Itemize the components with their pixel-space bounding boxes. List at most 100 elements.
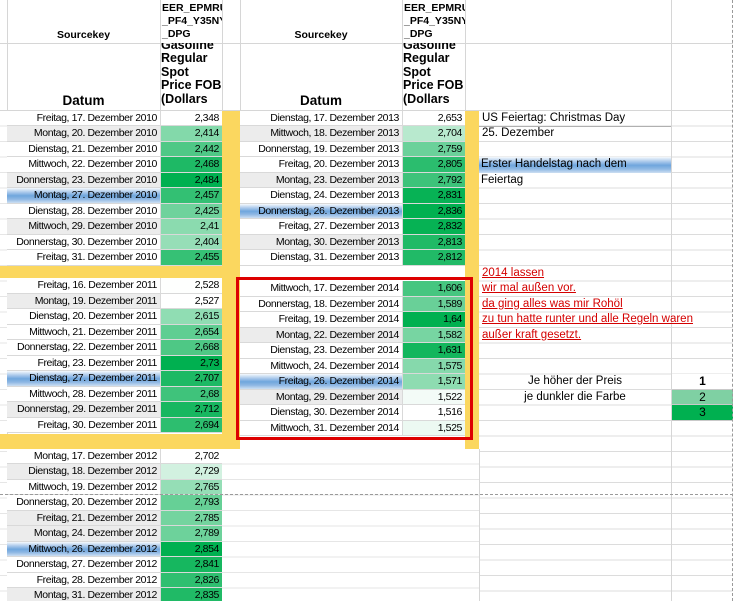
date-cell[interactable]: Montag, 31. Dezember 2012 <box>7 588 160 601</box>
value-cell[interactable]: 2,831 <box>402 188 465 203</box>
header-datum-middle[interactable]: Datum <box>299 93 342 108</box>
date-cell[interactable]: Donnerstag, 27. Dezember 2012 <box>7 557 160 572</box>
value-cell[interactable]: 2,468 <box>160 157 222 172</box>
date-cell[interactable]: Freitag, 21. Dezember 2012 <box>7 510 160 525</box>
value-cell[interactable]: 2,654 <box>160 324 222 339</box>
date-cell[interactable]: Mittwoch, 28. Dezember 2011 <box>7 386 160 401</box>
date-cell[interactable]: Montag, 20. Dezember 2010 <box>7 126 160 141</box>
header-series-code-left[interactable]: EER_EPMRU _PF4_Y35NY _DPG <box>162 2 222 40</box>
red-note-line-4[interactable]: zu tun hatte runter und alle Regeln ware… <box>482 313 693 325</box>
legend-swatch-2[interactable]: 2 <box>672 389 733 405</box>
date-cell[interactable]: Freitag, 20. Dezember 2013 <box>240 157 402 172</box>
date-cell[interactable]: Freitag, 23. Dezember 2011 <box>7 355 160 370</box>
date-cell[interactable]: Mittwoch, 17. Dezember 2014 <box>240 281 402 296</box>
value-cell[interactable]: 2,73 <box>160 355 222 370</box>
header-sourcekey-middle[interactable]: Sourcekey <box>294 29 348 41</box>
date-cell[interactable]: Dienstag, 21. Dezember 2010 <box>7 141 160 156</box>
value-cell[interactable]: 2,854 <box>160 541 222 556</box>
date-cell[interactable]: Dienstag, 20. Dezember 2011 <box>7 309 160 324</box>
legend-swatch-3[interactable]: 3 <box>672 405 733 421</box>
value-cell[interactable]: 2,425 <box>160 203 222 218</box>
value-cell[interactable]: 1,606 <box>402 281 465 296</box>
value-cell[interactable]: 2,712 <box>160 402 222 417</box>
date-cell[interactable]: Mittwoch, 22. Dezember 2010 <box>7 157 160 172</box>
date-cell[interactable]: Donnerstag, 22. Dezember 2011 <box>7 340 160 355</box>
value-cell[interactable]: 1,64 <box>402 312 465 327</box>
header-sourcekey-left[interactable]: Sourcekey <box>56 29 111 41</box>
first-trading-day-banner[interactable]: Erster Handelstag nach dem Feiertag <box>479 157 671 186</box>
value-cell[interactable]: 2,792 <box>402 172 465 187</box>
value-cell[interactable]: 2,836 <box>402 203 465 218</box>
date-cell[interactable]: Donnerstag, 29. Dezember 2011 <box>7 402 160 417</box>
date-cell[interactable]: Dienstag, 28. Dezember 2010 <box>7 203 160 218</box>
date-cell[interactable]: Mittwoch, 21. Dezember 2011 <box>7 324 160 339</box>
value-cell[interactable]: 2,348 <box>160 110 222 125</box>
red-note-line-5[interactable]: außer kraft gesetzt. <box>482 328 582 341</box>
value-cell[interactable]: 2,812 <box>402 250 465 265</box>
value-cell[interactable]: 2,653 <box>402 110 465 125</box>
legend-swatch-1[interactable]: 1 <box>672 374 733 390</box>
value-cell[interactable]: 2,759 <box>402 141 465 156</box>
value-cell[interactable]: 2,702 <box>160 448 222 463</box>
date-cell[interactable]: Freitag, 28. Dezember 2012 <box>7 572 160 587</box>
value-cell[interactable]: 2,785 <box>160 510 222 525</box>
value-cell[interactable]: 2,765 <box>160 479 222 494</box>
value-cell[interactable]: 2,615 <box>160 309 222 324</box>
value-cell[interactable]: 2,826 <box>160 572 222 587</box>
value-cell[interactable]: 2,457 <box>160 188 222 203</box>
value-cell[interactable]: 2,835 <box>160 588 222 601</box>
value-cell[interactable]: 2,414 <box>160 126 222 141</box>
value-cell[interactable]: 1,575 <box>402 358 465 373</box>
value-cell[interactable]: 2,694 <box>160 417 222 432</box>
header-series-code-middle[interactable]: EER_EPMRU _PF4_Y35NY _DPG <box>404 2 465 40</box>
holiday-title[interactable]: US Feiertag: Christmas Day <box>482 111 626 124</box>
value-cell[interactable]: 2,68 <box>160 386 222 401</box>
date-cell[interactable]: Dienstag, 24. Dezember 2013 <box>240 188 402 203</box>
value-cell[interactable]: 1,516 <box>402 405 465 420</box>
value-cell[interactable]: 1,589 <box>402 296 465 311</box>
value-cell[interactable]: 2,442 <box>160 141 222 156</box>
value-cell[interactable]: 1,631 <box>402 343 465 358</box>
date-cell[interactable]: Donnerstag, 30. Dezember 2010 <box>7 234 160 249</box>
date-cell[interactable]: Donnerstag, 26. Dezember 2013 <box>240 203 402 218</box>
header-datum-left[interactable]: Datum <box>62 93 105 108</box>
value-cell[interactable]: 2,707 <box>160 371 222 386</box>
value-cell[interactable]: 2,404 <box>160 234 222 249</box>
date-cell[interactable]: Donnerstag, 19. Dezember 2013 <box>240 141 402 156</box>
value-cell[interactable]: 2,813 <box>402 234 465 249</box>
value-cell[interactable]: 1,571 <box>402 374 465 389</box>
date-cell[interactable]: Montag, 17. Dezember 2012 <box>7 448 160 463</box>
value-cell[interactable]: 2,789 <box>160 526 222 541</box>
date-cell[interactable]: Dienstag, 30. Dezember 2014 <box>240 405 402 420</box>
date-cell[interactable]: Montag, 29. Dezember 2014 <box>240 389 402 404</box>
date-cell[interactable]: Freitag, 31. Dezember 2010 <box>7 250 160 265</box>
value-cell[interactable]: 2,832 <box>402 219 465 234</box>
date-cell[interactable]: Montag, 24. Dezember 2012 <box>7 526 160 541</box>
date-cell[interactable]: Freitag, 17. Dezember 2010 <box>7 110 160 125</box>
date-cell[interactable]: Freitag, 19. Dezember 2014 <box>240 312 402 327</box>
date-cell[interactable]: Montag, 22. Dezember 2014 <box>240 327 402 342</box>
value-cell[interactable]: 1,522 <box>402 389 465 404</box>
value-cell[interactable]: 2,805 <box>402 157 465 172</box>
date-cell[interactable]: Dienstag, 27. Dezember 2011 <box>7 371 160 386</box>
red-note-line-3[interactable]: da ging alles was mir Rohöl <box>482 297 623 310</box>
legend-text-line-2[interactable]: je dunkler die Farbe <box>524 390 626 403</box>
value-cell[interactable]: 2,41 <box>160 219 222 234</box>
date-cell[interactable]: Donnerstag, 23. Dezember 2010 <box>7 172 160 187</box>
date-cell[interactable]: Montag, 23. Dezember 2013 <box>240 172 402 187</box>
date-cell[interactable]: Dienstag, 23. Dezember 2014 <box>240 343 402 358</box>
date-cell[interactable]: Montag, 27. Dezember 2010 <box>7 188 160 203</box>
value-cell[interactable]: 1,525 <box>402 420 465 435</box>
date-cell[interactable]: Donnerstag, 20. Dezember 2012 <box>7 495 160 510</box>
date-cell[interactable]: Dienstag, 17. Dezember 2013 <box>240 110 402 125</box>
date-cell[interactable]: Mittwoch, 26. Dezember 2012 <box>7 541 160 556</box>
legend-text-line-1[interactable]: Je höher der Preis <box>528 375 622 387</box>
date-cell[interactable]: Dienstag, 31. Dezember 2013 <box>240 250 402 265</box>
value-cell[interactable]: 2,841 <box>160 557 222 572</box>
red-note-line-1[interactable]: 2014 lassen <box>482 266 545 279</box>
date-cell[interactable]: Mittwoch, 31. Dezember 2014 <box>240 420 402 435</box>
date-cell[interactable]: Dienstag, 18. Dezember 2012 <box>7 464 160 479</box>
value-cell[interactable]: 2,528 <box>160 278 222 293</box>
value-cell[interactable]: 2,729 <box>160 464 222 479</box>
value-cell[interactable]: 2,704 <box>402 126 465 141</box>
